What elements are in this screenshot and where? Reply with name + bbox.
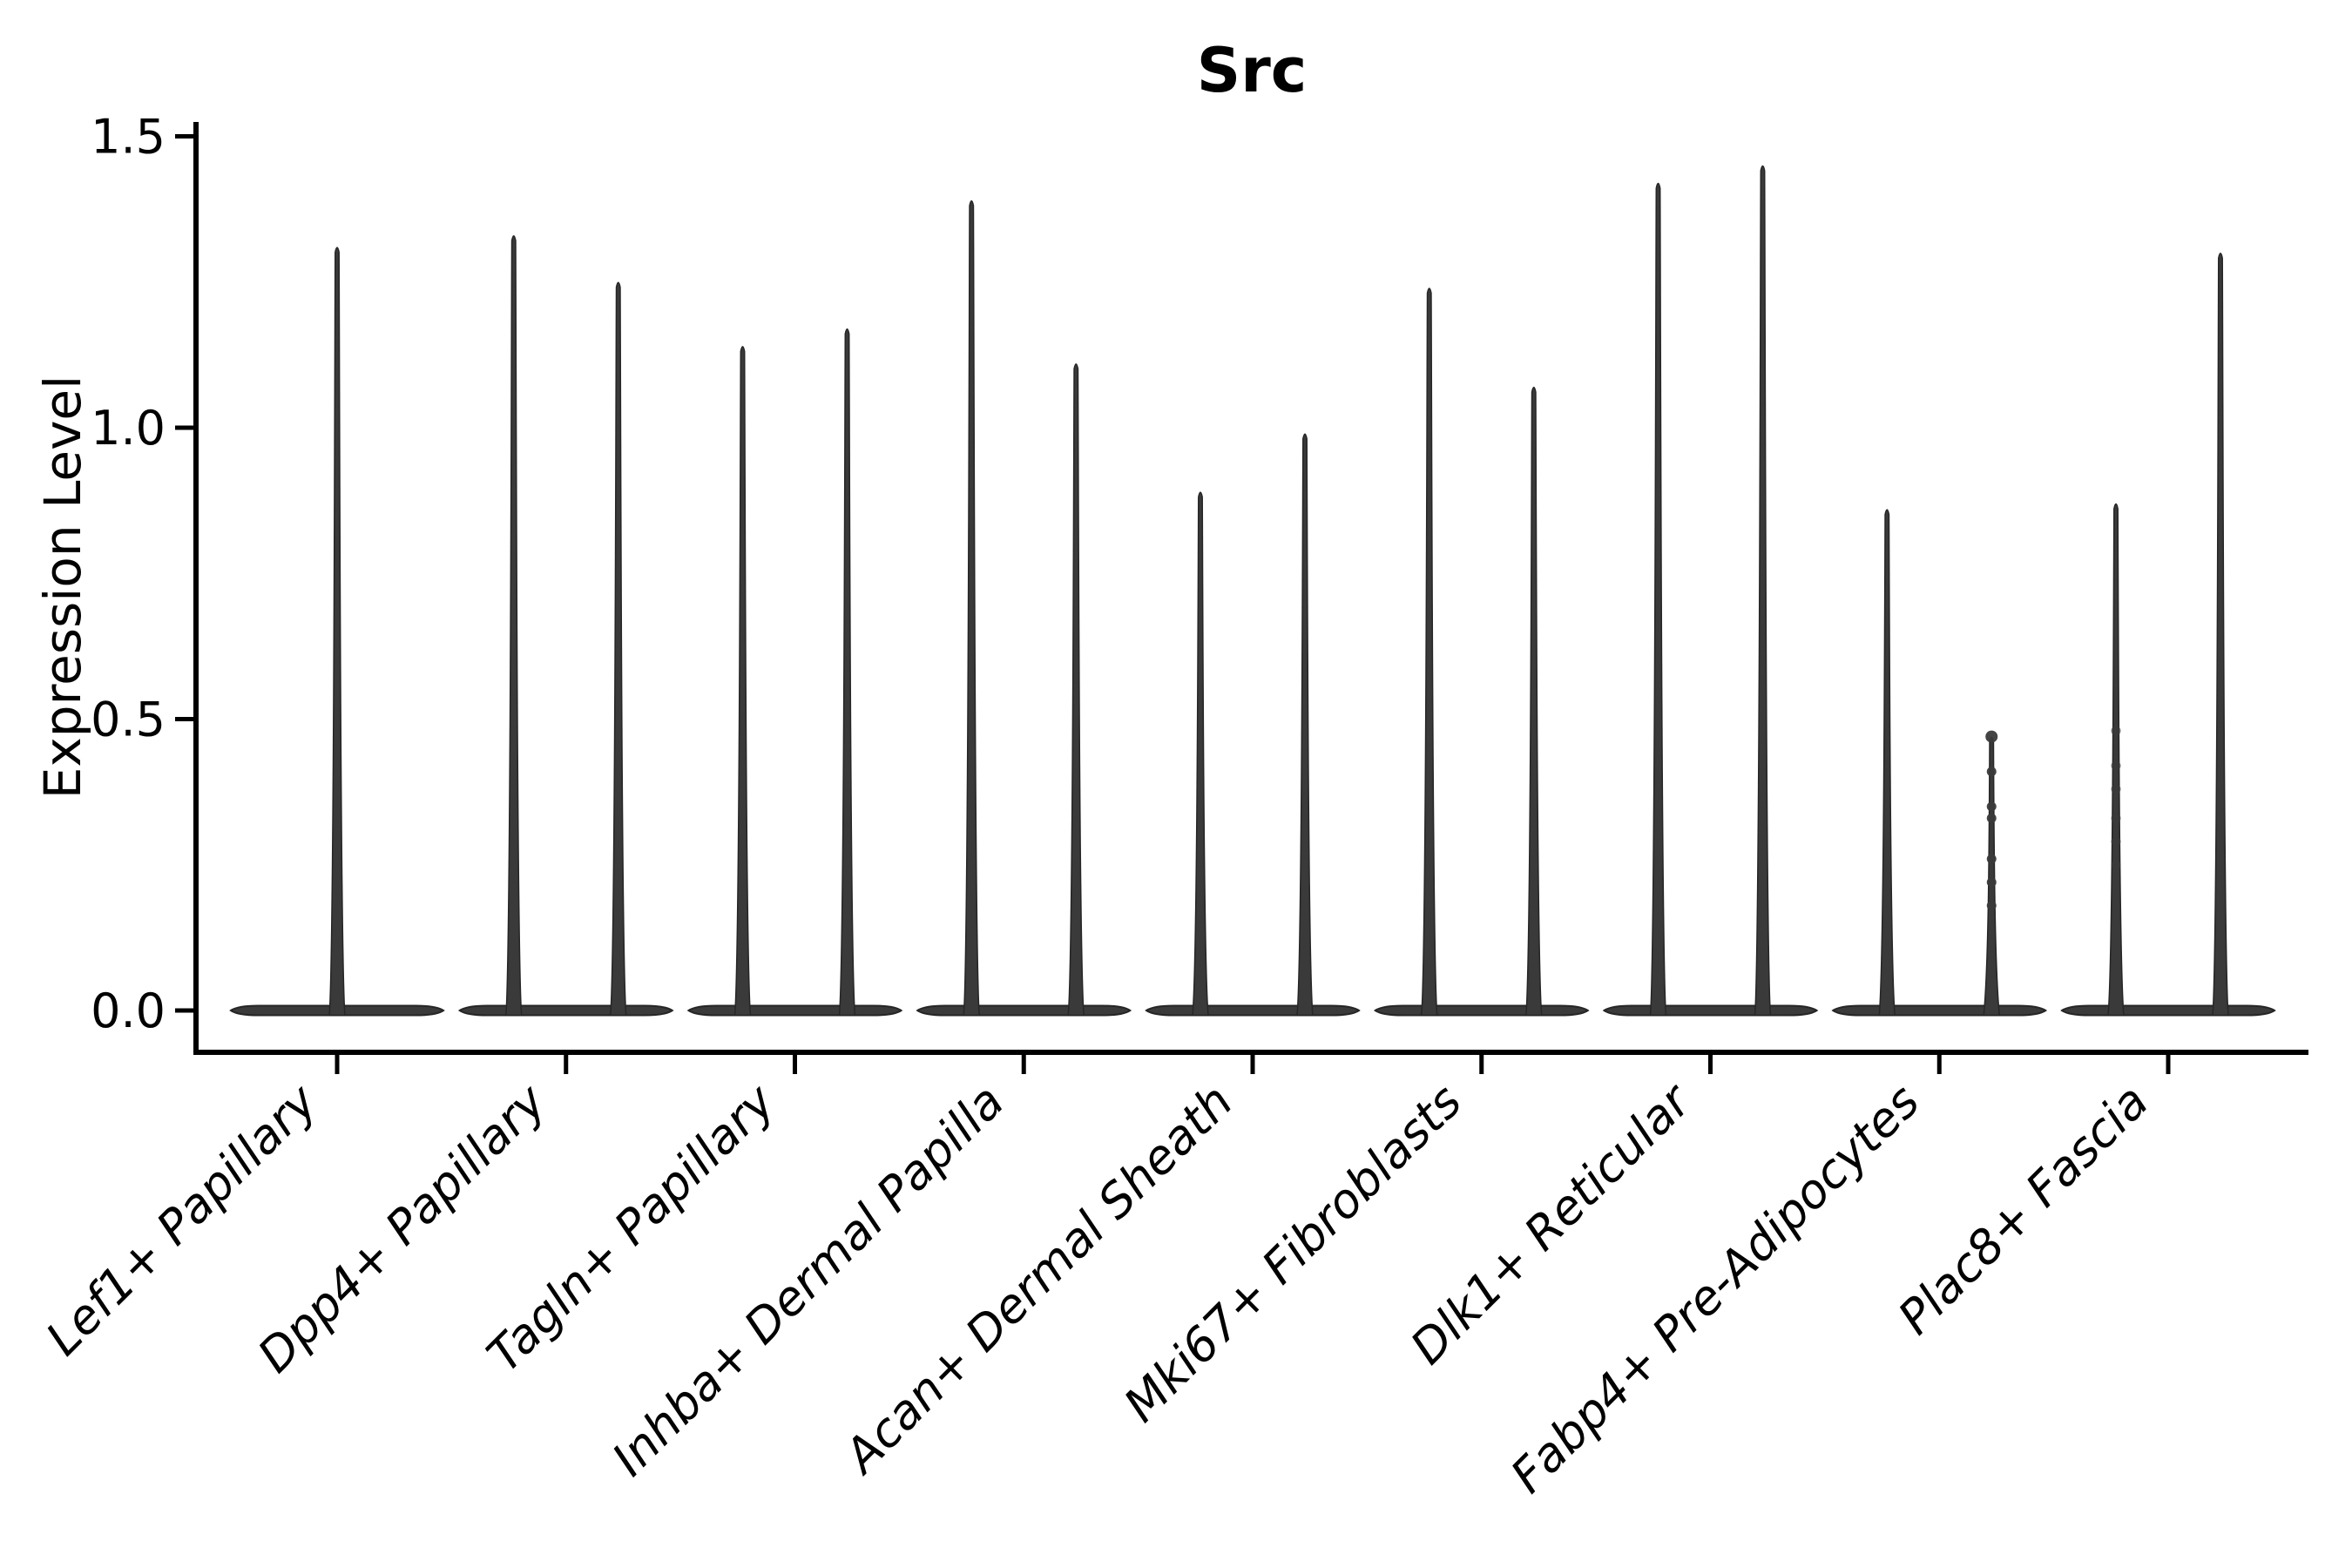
violin-spike [1524, 386, 1543, 1017]
violin-base [916, 1004, 1132, 1017]
violin-spike [609, 281, 627, 1017]
y-tick-label: 0.0 [91, 983, 166, 1038]
jitter-point [2111, 860, 2121, 870]
violin-spike [2212, 253, 2229, 1017]
violin-base [1373, 1004, 1590, 1017]
violin-spike [1649, 182, 1667, 1017]
violin-base [1831, 1004, 2048, 1017]
violin-base [1145, 1004, 1361, 1017]
jitter-point [1986, 813, 1997, 823]
violin-spike [733, 346, 752, 1017]
y-tick-label: 1.0 [91, 401, 166, 456]
jitter-point [1986, 767, 1997, 777]
violin-base [457, 1004, 674, 1017]
jitter-point [1986, 901, 1997, 911]
jitter-point [2111, 726, 2121, 736]
violin-spike [1420, 287, 1438, 1017]
violin-spike [838, 328, 856, 1017]
x-tick-label: Fabp4+ Pre-Adipocytes [1500, 1074, 1930, 1504]
violin-spike [1878, 509, 1896, 1017]
x-tick-label: Acan+ Dermal Sheath [832, 1074, 1243, 1485]
violin-spike [1296, 433, 1314, 1017]
x-tick-label: Inhba+ Dermal Papilla [602, 1074, 1015, 1487]
violin-spike [1754, 165, 1772, 1017]
jitter-point [1985, 730, 1998, 743]
violin-spike [328, 247, 346, 1017]
jitter-point [2111, 836, 2121, 847]
y-tick-label: 0.5 [91, 693, 166, 747]
jitter-point [1986, 854, 1997, 864]
jitter-point [2111, 813, 2121, 823]
violin-base [686, 1004, 903, 1017]
violin-base [1602, 1004, 1819, 1017]
violin-spike [1067, 363, 1085, 1017]
violin-spike [963, 199, 981, 1017]
violin-spike [1192, 491, 1209, 1017]
jitter-point [2111, 784, 2121, 794]
violin-spike [1983, 736, 2001, 1017]
x-tick-label: Plac8+ Fascia [1888, 1074, 2159, 1345]
jitter-point [1986, 877, 1997, 888]
y-tick-label: 1.5 [91, 110, 166, 165]
violin-base [2060, 1004, 2276, 1017]
chart-title: Src [1196, 35, 1308, 106]
violin-spike [504, 234, 523, 1017]
violin-spike [2107, 503, 2125, 1017]
jitter-point [2111, 760, 2121, 771]
jitter-point [1986, 801, 1997, 812]
